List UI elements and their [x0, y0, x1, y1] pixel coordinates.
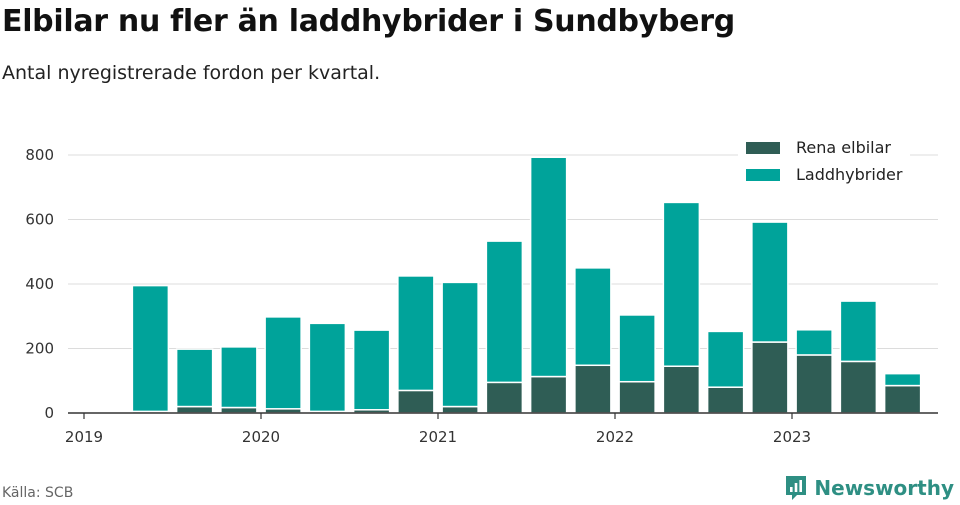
bar-laddhybrider-2022-Q2 [662, 201, 701, 367]
bar-laddhybrider-2019-Q3 [175, 348, 214, 408]
legend: Rena elbilar Laddhybrider [738, 132, 911, 192]
bar-laddhybrider-2020-Q3 [352, 329, 391, 411]
bar-rena-elbilar-2022-Q4 [751, 341, 789, 414]
bar-rena-elbilar-2019-Q4 [220, 406, 258, 414]
legend-label-laddhybrider: Laddhybrider [796, 165, 903, 184]
bar-laddhybrider-2021-Q1 [441, 281, 479, 408]
bar-rena-elbilar-2021-Q3 [529, 375, 568, 414]
bar-laddhybrider-2020-Q2 [308, 322, 347, 413]
x-tick-label-2021: 2021 [419, 428, 457, 446]
y-tick-label-200: 200 [25, 340, 54, 358]
bar-laddhybrider-2023-Q3 [883, 372, 922, 387]
chart-title: Elbilar nu fler än laddhybrider i Sundby… [2, 4, 735, 39]
y-tick-label-800: 800 [25, 146, 54, 164]
bar-laddhybrider-2023-Q1 [795, 329, 833, 356]
legend-swatch-rena-elbilar [746, 141, 780, 154]
bar-laddhybrider-2022-Q3 [706, 330, 745, 388]
bar-laddhybrider-2021-Q2 [485, 240, 524, 384]
bar-rena-elbilar-2019-Q3 [175, 405, 214, 414]
legend-swatch-laddhybrider [746, 168, 780, 181]
bar-laddhybrider-2019-Q4 [220, 346, 258, 409]
legend-item-rena-elbilar: Rena elbilar [746, 134, 902, 161]
bar-laddhybrider-2019-Q2 [131, 284, 170, 413]
x-tick-label-2022: 2022 [596, 428, 634, 446]
bar-laddhybrider-2020-Q4 [397, 275, 435, 392]
legend-item-laddhybrider: Laddhybrider [746, 161, 902, 188]
legend-label-rena-elbilar: Rena elbilar [796, 138, 891, 157]
bar-rena-elbilar-2022-Q2 [662, 365, 701, 414]
bar-laddhybrider-2022-Q4 [751, 221, 789, 343]
source-note: Källa: SCB [2, 485, 74, 501]
bar-rena-elbilar-2021-Q4 [574, 364, 612, 414]
x-tick-label-2020: 2020 [242, 428, 280, 446]
bar-rena-elbilar-2022-Q3 [706, 386, 745, 414]
bar-laddhybrider-2021-Q4 [574, 267, 612, 367]
y-tick-label-0: 0 [44, 404, 54, 422]
bar-rena-elbilar-2023-Q3 [883, 384, 922, 414]
brand-logo: Newsworthy [784, 474, 954, 502]
bar-chart: 0 200 400 600 800 2019 2020 2021 2022 2023 [25, 146, 938, 446]
bar-laddhybrider-2020-Q1 [264, 316, 302, 410]
bars [131, 156, 922, 414]
brand-name: Newsworthy [814, 476, 954, 500]
bar-laddhybrider-2022-Q1 [618, 314, 656, 383]
y-tick-label-600: 600 [25, 211, 54, 229]
x-tick-label-2023: 2023 [773, 428, 811, 446]
bar-rena-elbilar-2020-Q4 [397, 389, 435, 414]
newsworthy-icon [786, 476, 807, 500]
axes: 0 200 400 600 800 2019 2020 2021 2022 2023 [25, 146, 938, 446]
bar-rena-elbilar-2023-Q2 [839, 360, 878, 414]
x-tick-label-2019: 2019 [65, 428, 103, 446]
bar-rena-elbilar-2021-Q2 [485, 381, 524, 414]
bar-rena-elbilar-2021-Q1 [441, 405, 479, 414]
bar-laddhybrider-2023-Q2 [839, 300, 878, 363]
bar-laddhybrider-2021-Q3 [529, 156, 568, 378]
bar-rena-elbilar-2022-Q1 [618, 380, 656, 414]
y-tick-label-400: 400 [25, 275, 54, 293]
chart-subtitle: Antal nyregistrerade fordon per kvartal. [2, 62, 381, 84]
bar-rena-elbilar-2023-Q1 [795, 354, 833, 414]
